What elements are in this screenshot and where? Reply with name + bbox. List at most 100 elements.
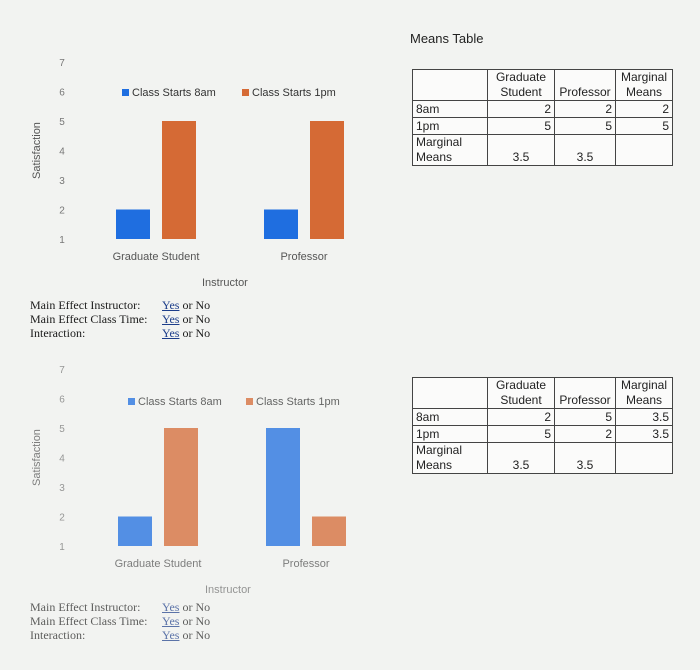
table-cell: 3.5 xyxy=(487,442,555,474)
x-tick-label: Graduate Student xyxy=(115,558,202,570)
main-effect-instructor-label: Main Effect Instructor: xyxy=(30,298,141,312)
table-cell: 3.5 xyxy=(487,134,555,166)
no-option[interactable]: No xyxy=(195,312,211,326)
legend-swatch xyxy=(246,398,253,405)
y-tick-label: 7 xyxy=(59,365,65,376)
no-option[interactable]: No xyxy=(195,326,211,340)
table-header: Marginal Means xyxy=(615,69,673,101)
legend-label: Class Starts 1pm xyxy=(256,396,340,408)
table-header: Professor xyxy=(554,377,616,409)
table-cell: 3.5 xyxy=(615,425,673,443)
y-tick-label: 5 xyxy=(59,424,65,435)
table-cell: 3.5 xyxy=(615,408,673,426)
table-cell xyxy=(412,69,488,101)
y-tick-label: 2 xyxy=(59,206,65,217)
bar xyxy=(264,209,298,239)
legend-swatch xyxy=(242,89,249,96)
table-row-label: Marginal Means xyxy=(412,134,488,166)
chart-group: 1 2 3 4 5 6 7 Satisfaction Class Starts 8am Class… xyxy=(31,58,344,263)
y-tick-label: 7 xyxy=(59,58,65,69)
y-axis-title: Satisfaction xyxy=(31,122,43,179)
yes-option[interactable]: Yes xyxy=(162,600,180,614)
legend-swatch xyxy=(128,398,135,405)
legend-label: Class Starts 1pm xyxy=(252,87,336,99)
no-option[interactable]: No xyxy=(195,614,211,628)
table-row-label: 1pm xyxy=(412,425,488,443)
or-text: or xyxy=(182,312,193,326)
table-cell xyxy=(412,377,488,409)
table-cell: 3.5 xyxy=(554,442,616,474)
table-cell: 5 xyxy=(487,425,555,443)
table-cell: 2 xyxy=(487,100,555,118)
table-cell: 2 xyxy=(615,100,673,118)
interaction-label: Interaction: xyxy=(30,628,86,642)
x-axis-title: Instructor xyxy=(202,277,248,289)
y-tick-label: 1 xyxy=(59,235,65,246)
yes-option[interactable]: Yes xyxy=(162,614,180,628)
bar xyxy=(116,209,150,239)
or-text: or xyxy=(182,298,193,312)
x-tick-label: Professor xyxy=(282,558,329,570)
bar xyxy=(162,121,196,239)
interaction-label: Interaction: xyxy=(30,326,86,340)
means-table: Graduate Student Professor Marginal Mean… xyxy=(412,69,673,166)
main-effect-class-time-label: Main Effect Class Time: xyxy=(30,614,148,628)
means-table-title: Means Table xyxy=(410,31,484,46)
or-text: or xyxy=(182,614,193,628)
no-option[interactable]: No xyxy=(195,298,211,312)
table-cell: 2 xyxy=(487,408,555,426)
means-table: Graduate Student Professor Marginal Mean… xyxy=(412,377,673,474)
y-tick-label: 6 xyxy=(59,88,65,99)
table-header: Graduate Student xyxy=(487,69,555,101)
chart-top: 1 2 3 4 5 6 7 Satisfaction Class Starts 8am Class… xyxy=(31,58,344,263)
yes-option[interactable]: Yes xyxy=(162,312,180,326)
main-effect-instructor-label: Main Effect Instructor: xyxy=(30,600,141,614)
y-tick-label: 1 xyxy=(59,542,65,553)
table-cell: 5 xyxy=(487,117,555,135)
table-row-label: 8am xyxy=(412,408,488,426)
y-tick-label: 2 xyxy=(59,513,65,524)
or-text: or xyxy=(182,600,193,614)
table-cell xyxy=(615,134,673,166)
y-tick-label: 4 xyxy=(59,147,65,158)
table-cell: 2 xyxy=(554,100,616,118)
y-axis-title: Satisfaction xyxy=(31,429,43,486)
y-tick-label: 6 xyxy=(59,395,65,406)
bar xyxy=(118,516,152,546)
yes-option[interactable]: Yes xyxy=(162,628,180,642)
y-tick-label: 3 xyxy=(59,176,65,187)
table-cell: 2 xyxy=(554,425,616,443)
bar xyxy=(312,516,346,546)
yes-option[interactable]: Yes xyxy=(162,326,180,340)
y-tick-label: 4 xyxy=(59,454,65,465)
main-effect-class-time-label: Main Effect Class Time: xyxy=(30,312,148,326)
bar xyxy=(164,428,198,546)
or-text: or xyxy=(182,628,193,642)
x-tick-label: Graduate Student xyxy=(113,251,200,263)
table-cell: 5 xyxy=(615,117,673,135)
table-cell: 5 xyxy=(554,408,616,426)
x-axis-title: Instructor xyxy=(205,584,251,596)
table-header: Marginal Means xyxy=(615,377,673,409)
yes-option[interactable]: Yes xyxy=(162,298,180,312)
chart-bottom: 1 2 3 4 5 6 7 Satisfaction Class Starts 8am Class… xyxy=(31,365,346,570)
legend-label: Class Starts 8am xyxy=(138,396,222,408)
table-cell xyxy=(615,442,673,474)
legend-label: Class Starts 8am xyxy=(132,87,216,99)
legend-swatch xyxy=(122,89,129,96)
y-tick-label: 5 xyxy=(59,117,65,128)
table-cell: 3.5 xyxy=(554,134,616,166)
table-row-label: Marginal Means xyxy=(412,442,488,474)
no-option[interactable]: No xyxy=(195,628,211,642)
table-header: Graduate Student xyxy=(487,377,555,409)
or-text: or xyxy=(182,326,193,340)
table-header: Professor xyxy=(554,69,616,101)
no-option[interactable]: No xyxy=(195,600,211,614)
table-row-label: 1pm xyxy=(412,117,488,135)
table-cell: 5 xyxy=(554,117,616,135)
bar xyxy=(310,121,344,239)
table-row-label: 8am xyxy=(412,100,488,118)
x-tick-label: Professor xyxy=(280,251,327,263)
bar xyxy=(266,428,300,546)
y-tick-label: 3 xyxy=(59,483,65,494)
